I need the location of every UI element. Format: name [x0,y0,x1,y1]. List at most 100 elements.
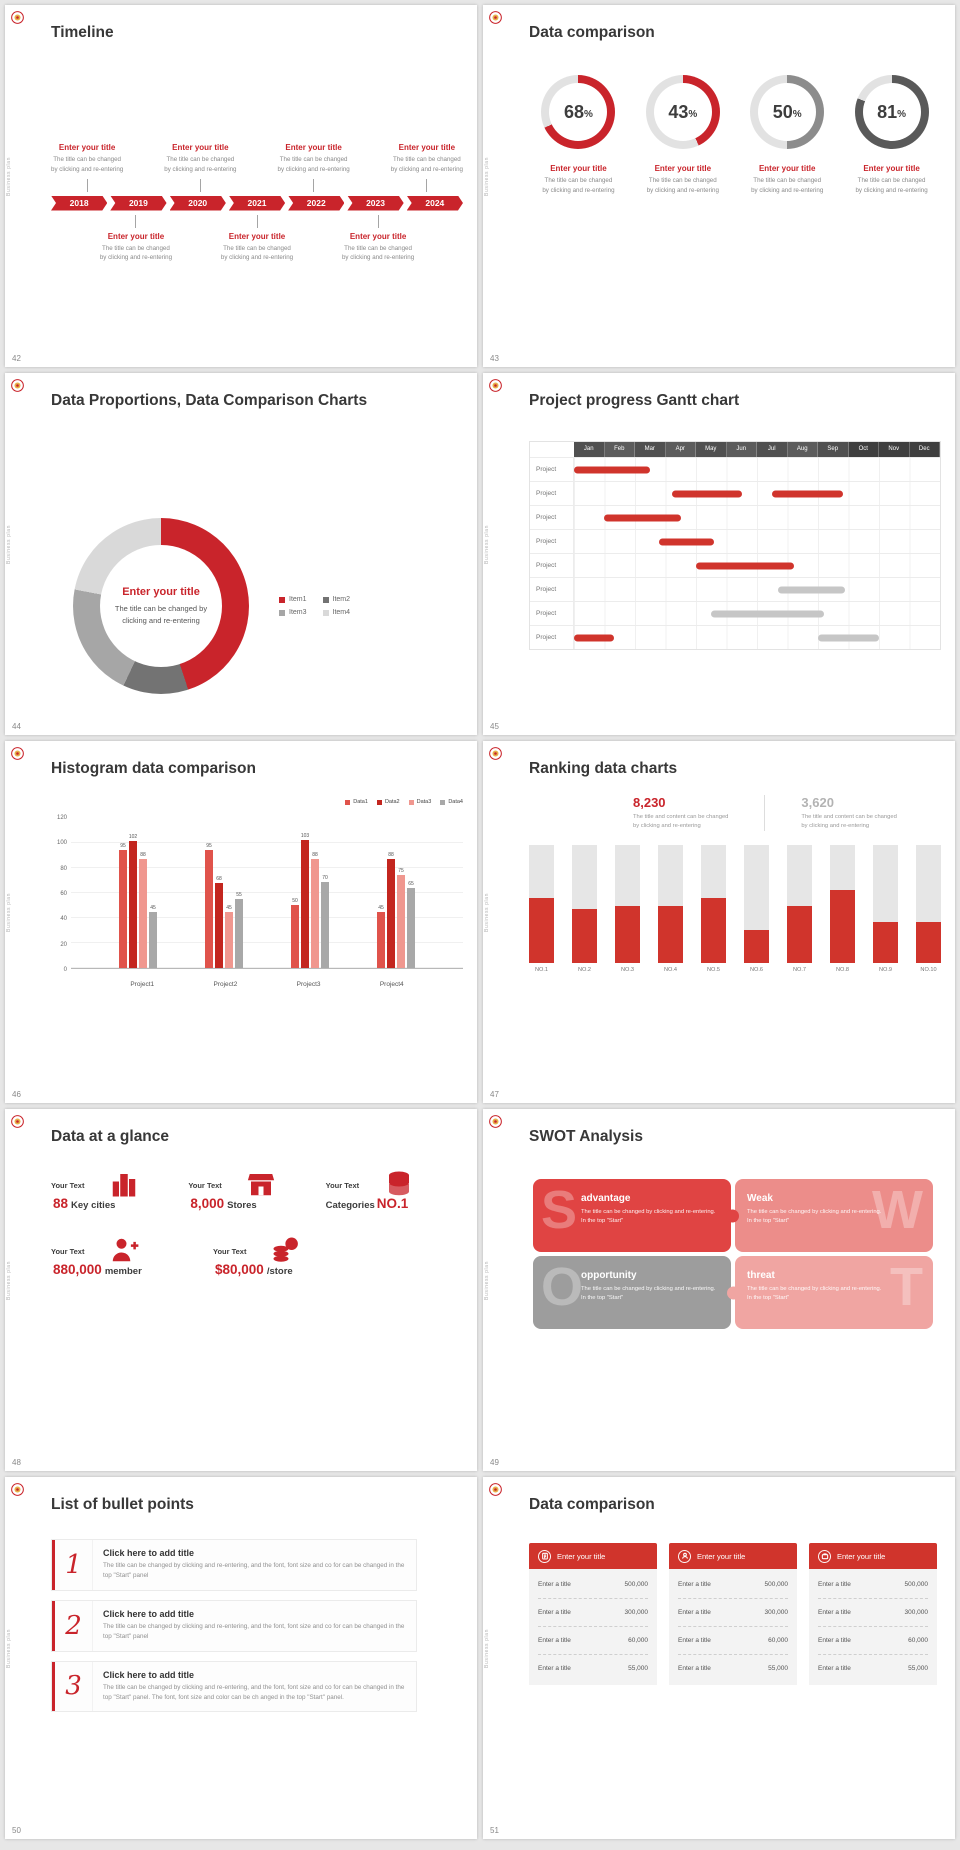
progress-ring: 43% [645,75,720,149]
gantt-row: Project [530,601,940,625]
table-row: Enter a title 500,000 [818,1571,928,1599]
bullet-title: Click here to add title [103,1608,195,1619]
gantt-bar [772,490,843,497]
bullet-title: Click here to add title [103,1669,195,1680]
gantt-bar [778,586,846,593]
card-header: Enter your title [669,1543,797,1569]
card-header: Enter your title [529,1543,657,1569]
bar-value-label: 95 [206,843,212,850]
chart-legend: Item1 Item2 Item3 Item4 [279,596,350,616]
clipboard-icon [538,1549,551,1563]
legend-item: Item2 [322,596,350,603]
slide-51-data-comparison[interactable]: Business plan 51 Data comparison Enter y… [483,1477,955,1839]
brand-logo-icon [489,379,502,392]
legend-swatch [279,596,285,603]
table-row: Enter a title 300,000 [538,1599,648,1627]
gantt-bar [659,538,715,545]
histogram-bar: 50 [291,898,299,968]
gantt-row: Project [530,505,940,529]
brand-logo-icon [11,1115,24,1128]
gantt-bar [711,610,824,617]
side-label: Business plan [484,525,490,564]
slide-title: Data comparison [529,24,655,41]
ranking-bar [744,844,769,963]
gantt-bar [604,514,681,521]
data-card: Enter your title Enter a title 500,000 En… [669,1543,797,1821]
histogram-bar: 88 [139,852,147,968]
user-icon [678,1549,691,1563]
slide-number: 44 [12,722,21,731]
slide-number: 43 [490,354,499,363]
slide-number: 48 [12,1458,21,1467]
slide-48-data-glance[interactable]: Business plan 48 Data at a glance Your T… [5,1109,477,1471]
ranking-bar [572,844,597,963]
y-axis: 120 100 80 60 40 20 0 [56,815,67,973]
slide-42-timeline[interactable]: Business plan 42 Timeline Enter your tit… [5,5,477,367]
buildings-icon [109,1169,139,1199]
swot-letter: T [890,1257,923,1317]
bullet-title: Click here to add title [103,1548,195,1558]
swot-strength-quadrant: S advantage The title can be changed by … [533,1179,731,1252]
stat-value: 3,620 [801,795,834,810]
database-icon [384,1169,414,1199]
brand-logo-icon [489,1483,502,1496]
slide-45-gantt[interactable]: Business plan 45 Project progress Gantt … [483,373,955,735]
slide-44-proportions[interactable]: Business plan 44 Data Proportions, Data … [5,373,477,735]
x-axis-labels: Project1 Project2 Project3 Project4 [130,981,404,988]
connector-line [426,178,428,192]
histogram-bar: 95 [205,843,213,968]
progress-ring: 81% [854,75,929,149]
bar-group: 50 103 88 70 [291,819,329,968]
slide-number: 51 [490,1826,499,1835]
slide-title: Project progress Gantt chart [529,392,740,409]
histogram-bar: 45 [377,905,385,968]
bullet-number: 1 [52,1540,92,1590]
gantt-row: Project [530,529,940,553]
legend-swatch [322,596,329,603]
gantt-bar [671,490,742,497]
slide-title: Data comparison [529,1496,655,1513]
slide-47-ranking[interactable]: Business plan 47 Ranking data charts 8,2… [483,741,955,1103]
donut-stat: 81% Enter your title The title can be ch… [842,75,941,195]
donut-chart: Enter your title The title can be change… [73,518,249,694]
swot-letter: S [541,1180,578,1240]
donut-stat: 50% Enter your title The title can be ch… [738,75,837,195]
slide-50-bullets[interactable]: Business plan 50 List of bullet points 1… [5,1477,477,1839]
slide-title: Timeline [51,24,114,41]
gantt-bar [574,466,651,473]
side-label: Business plan [484,1261,490,1300]
table-row: Enter a title 300,000 [678,1599,788,1627]
slide-number: 49 [490,1458,499,1467]
table-row: Enter a title 60,000 [818,1627,928,1655]
briefcase-icon [818,1549,831,1563]
bar-value-label: 88 [388,852,394,859]
bullet-body: The title can be changed by clicking and… [103,1683,405,1701]
bar-value-label: 88 [312,852,318,859]
slide-title: List of bullet points [51,1496,194,1513]
highlight-stat: 3,620 The title and content can be chang… [801,795,897,829]
ring-value: 50 [772,101,793,122]
swot-letter: W [872,1180,923,1240]
brand-logo-icon [489,747,502,760]
stat-categories: Your Text Categories NO.1 [326,1171,451,1213]
slide-43-data-comparison[interactable]: Business plan 43 Data comparison 68% Ent… [483,5,955,367]
slide-number: 50 [12,1826,21,1835]
ring-value: 43 [668,101,689,122]
slide-46-histogram[interactable]: Business plan 46 Histogram data comparis… [5,741,477,1103]
highlight-stat: 8,230 The title and content can be chang… [633,795,729,829]
gantt-bar [695,562,794,569]
histogram-bar: 55 [235,892,243,968]
bar-value-label: 65 [408,880,414,887]
timeline-year: 2022 [288,196,344,211]
histogram-bar: 88 [387,852,395,968]
timeline-bar: 2018 2019 2020 2021 2022 2023 2024 [51,196,463,211]
legend-item: Data3 [408,799,431,805]
connector-line [256,214,258,228]
bullet-number: 2 [52,1600,92,1651]
slide-49-swot[interactable]: Business plan 49 SWOT Analysis S advanta… [483,1109,955,1471]
bullet-body: The title can be changed by clicking and… [103,1562,405,1580]
ranking-bar [916,844,941,963]
swot-weakness-quadrant: W Weak The title can be changed by click… [735,1179,933,1252]
progress-rings: 68% Enter your title The title can be ch… [529,75,941,195]
connector-line [199,178,201,192]
